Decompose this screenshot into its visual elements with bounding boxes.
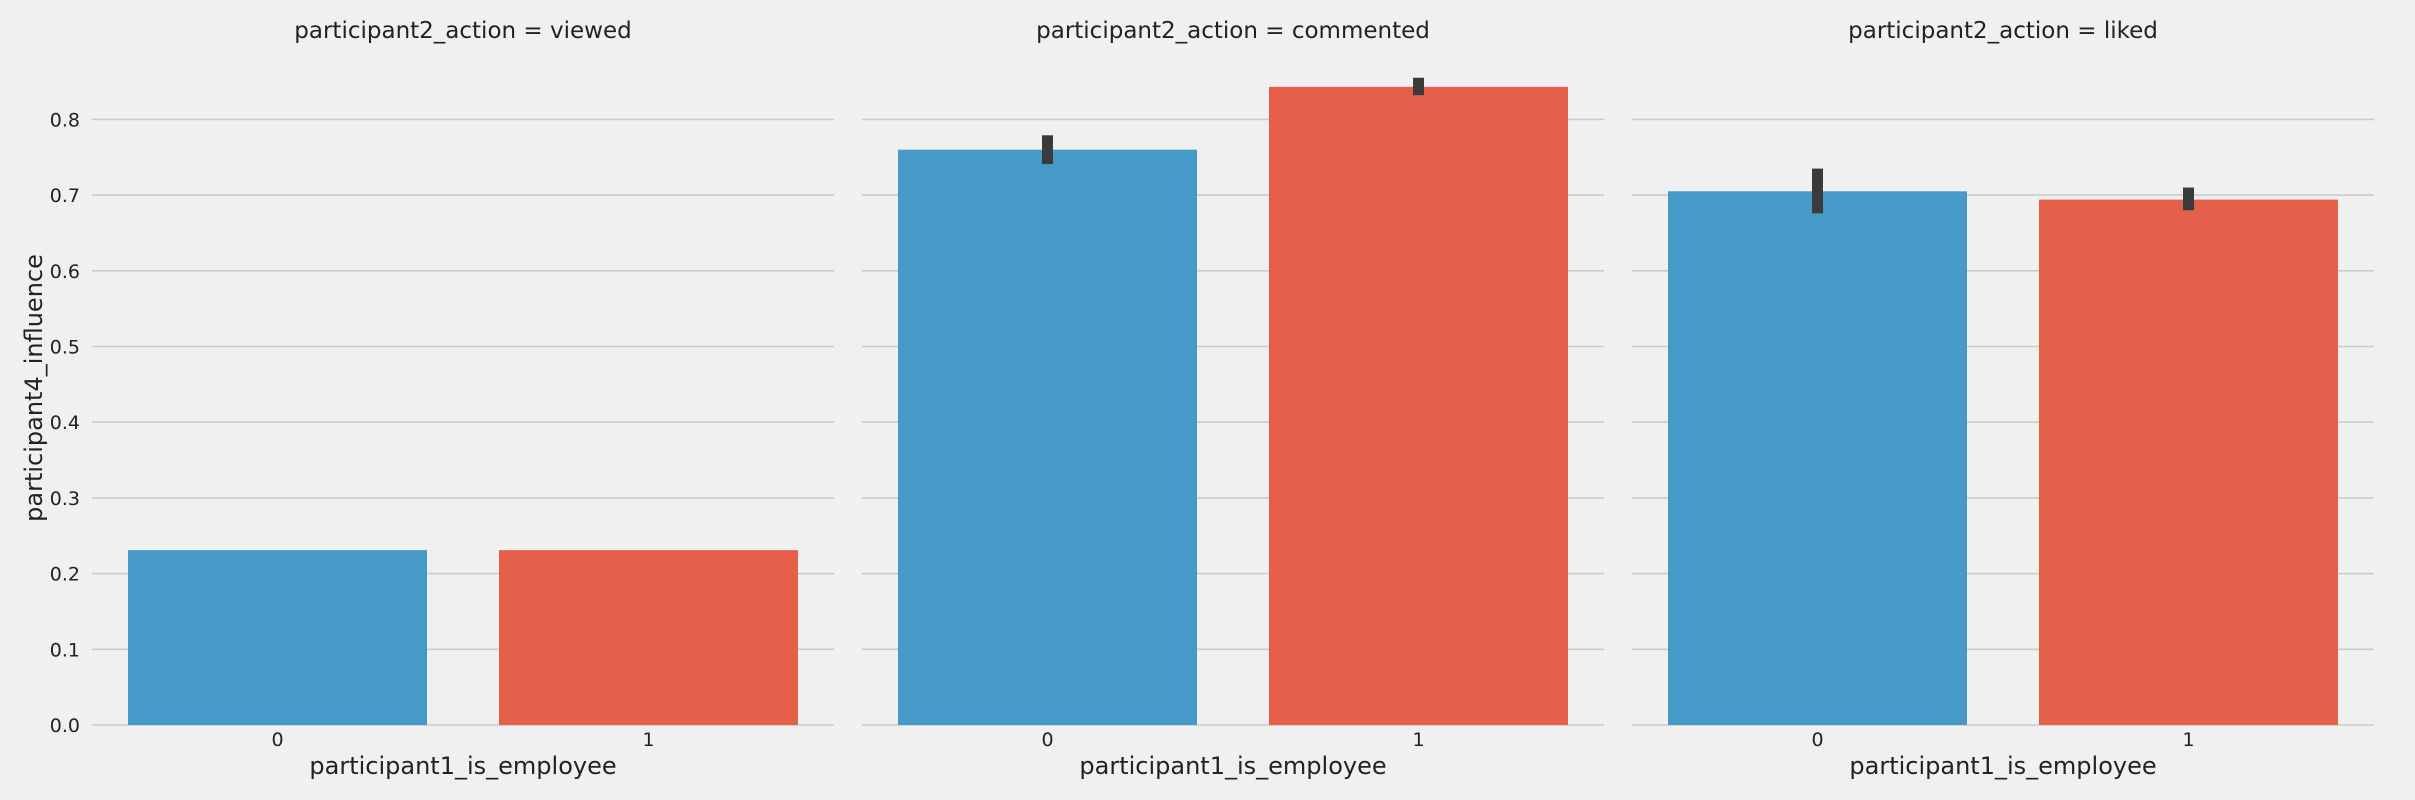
panel-title: participant2_action = viewed — [294, 18, 631, 44]
x-tick-label: 1 — [642, 729, 654, 751]
y-tick-label: 0.5 — [50, 337, 80, 359]
x-tick-label: 1 — [2182, 729, 2194, 751]
x-axis-label: participant1_is_employee — [309, 752, 616, 780]
error-bar — [1413, 77, 1424, 96]
x-tick-label: 0 — [271, 729, 283, 751]
x-tick-label: 1 — [1412, 729, 1424, 751]
y-tick-label: 0.8 — [50, 109, 80, 131]
y-tick-label: 0.3 — [50, 488, 80, 510]
y-tick-label: 0.7 — [50, 185, 80, 207]
error-bar — [1042, 135, 1053, 165]
error-bar — [1812, 168, 1823, 214]
x-axis-label: participant1_is_employee — [1849, 752, 2156, 780]
panel-title: participant2_action = commented — [1036, 18, 1430, 44]
y-tick-label: 0.1 — [50, 639, 80, 661]
y-tick-label: 0.2 — [50, 564, 80, 586]
x-tick-label: 0 — [1811, 729, 1823, 751]
bar — [2039, 199, 2338, 726]
facet-panel: 0.0 0.1 0.2 0.3 0.4 0.5 0.6 0.7 0.8 participant2_… — [50, 18, 834, 780]
x-tick-label: 0 — [1041, 729, 1053, 751]
bar — [898, 149, 1197, 725]
bar — [499, 550, 798, 725]
bar — [128, 550, 427, 725]
facet-panel: participant2_action = liked 0 1 participant… — [1632, 18, 2374, 780]
bar — [1668, 191, 1967, 725]
panel-title: participant2_action = liked — [1848, 18, 2158, 44]
facet-panel: participant2_action = commented 0 1 partici… — [862, 18, 1604, 780]
y-tick-label: 0.0 — [50, 715, 80, 737]
bar — [1269, 86, 1568, 725]
x-axis-label: participant1_is_employee — [1079, 752, 1386, 780]
error-bar — [2183, 187, 2194, 211]
y-tick-label: 0.4 — [50, 412, 80, 434]
y-tick-label: 0.6 — [50, 261, 80, 283]
y-axis-label: participant4_influence — [20, 254, 48, 522]
